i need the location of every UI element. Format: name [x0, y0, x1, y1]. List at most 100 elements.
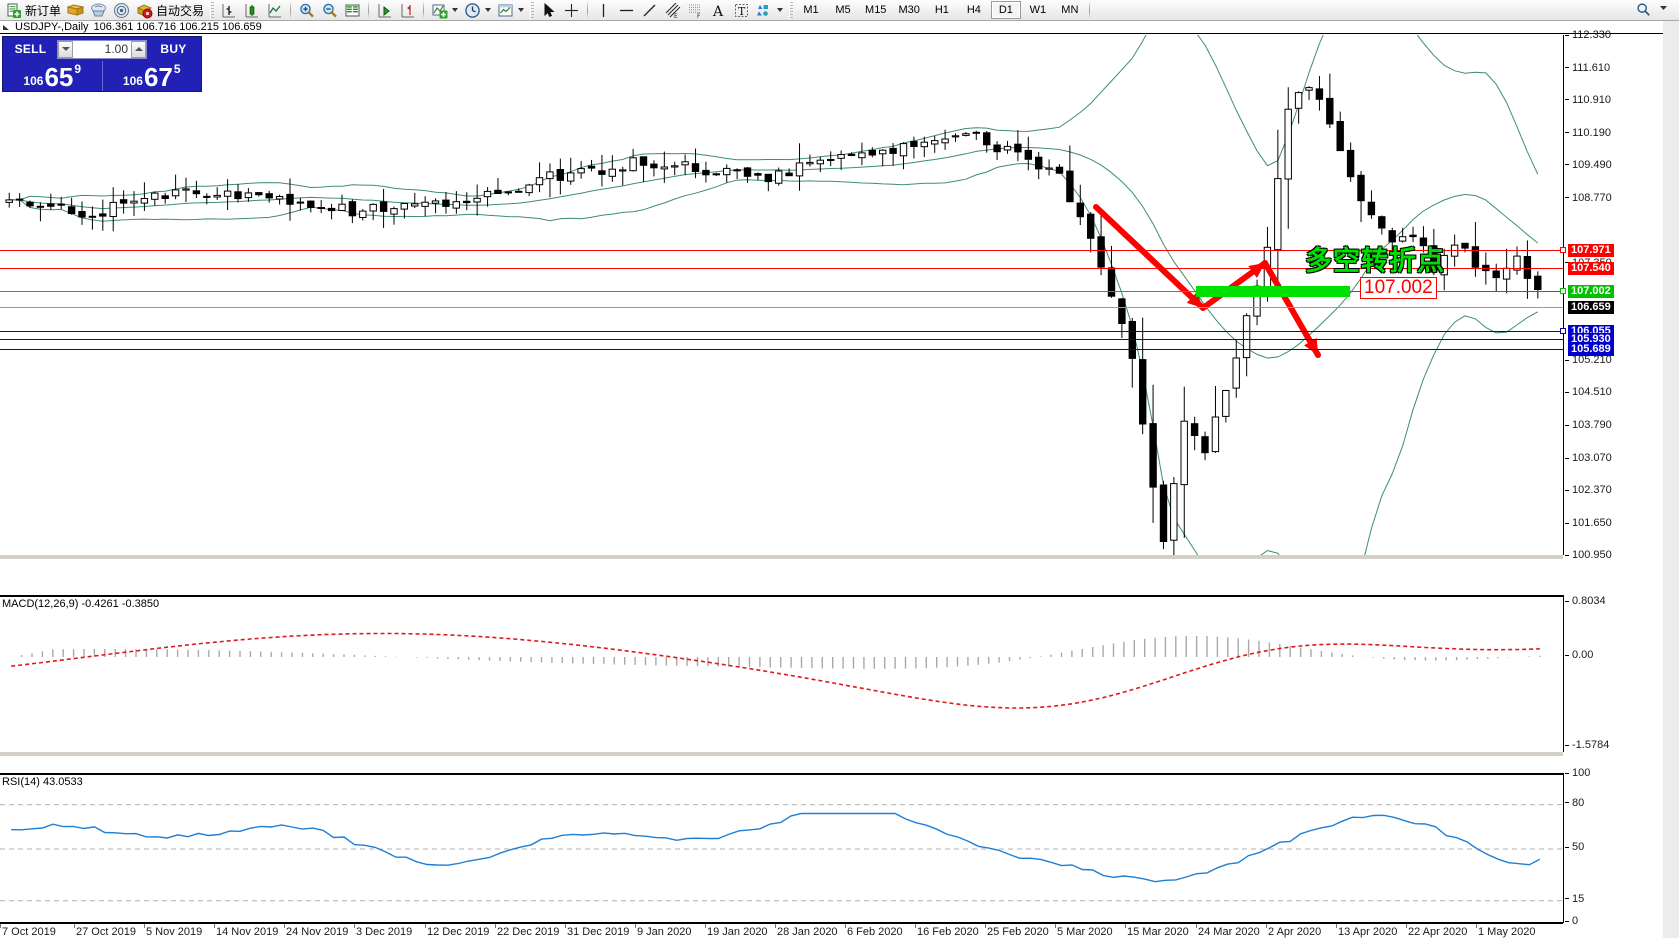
bar-chart-button[interactable]: [217, 1, 240, 20]
horizontal-line-button[interactable]: [615, 1, 638, 20]
timeframe-m30[interactable]: M30: [898, 4, 920, 16]
price-tag-105.689[interactable]: 105.689: [1568, 343, 1614, 356]
lot-size-stepper[interactable]: 1.00: [57, 39, 147, 59]
collapse-arrow-icon[interactable]: [2, 23, 10, 31]
price-line-handle-107.002[interactable]: [1560, 288, 1566, 294]
time-tick-mark: [354, 924, 355, 928]
candle-chart-button[interactable]: [240, 1, 263, 20]
candle-body: [671, 165, 679, 168]
lot-increment-button[interactable]: [131, 40, 146, 58]
text-button[interactable]: A: [707, 1, 730, 20]
level-price-label[interactable]: 107.002: [1360, 277, 1437, 299]
chart-shift-button[interactable]: [396, 1, 419, 20]
sell-button[interactable]: SELL: [14, 42, 47, 56]
timeframe-m1[interactable]: M1: [803, 4, 819, 16]
tile-windows-button[interactable]: [341, 1, 364, 20]
timeframe-h1[interactable]: H1: [934, 4, 949, 16]
lot-size-input[interactable]: 1.00: [104, 42, 128, 56]
support-zone-rectangle[interactable]: [1196, 286, 1350, 297]
price-tag-105.930[interactable]: 105.930: [1568, 333, 1614, 346]
candle-body: [754, 173, 762, 176]
time-tick-mark: [1266, 924, 1267, 928]
candle-body: [140, 198, 149, 204]
time-label-8: 31 Dec 2019: [567, 926, 630, 938]
time-tick-mark: [425, 924, 426, 928]
price-tag-106.659[interactable]: 106.659: [1568, 301, 1614, 314]
indicators-button[interactable]: [428, 1, 461, 20]
forecast-arrow-head-1: [1248, 263, 1265, 278]
time-tick-mark: [284, 924, 285, 928]
price-tag-107.002[interactable]: 107.002: [1568, 285, 1614, 298]
price-line-107.540[interactable]: [0, 268, 1563, 269]
sell-price[interactable]: 106 65 9: [3, 61, 102, 91]
timeframe-w1[interactable]: W1: [1029, 4, 1047, 16]
timeframe-h4[interactable]: H4: [966, 4, 981, 16]
time-tick-mark: [1196, 924, 1197, 928]
price-line-106.055[interactable]: [0, 331, 1563, 332]
candle-body: [712, 173, 720, 176]
timeframe-d1[interactable]: D1: [990, 1, 1021, 19]
price-line-107.002[interactable]: [0, 291, 1563, 292]
vertical-line-button[interactable]: [592, 1, 615, 20]
fibonacci-button[interactable]: F: [684, 1, 707, 20]
templates-button[interactable]: [494, 1, 527, 20]
price-line-handle-106.055[interactable]: [1560, 328, 1566, 334]
crosshair-button[interactable]: [560, 1, 583, 20]
candle-body: [78, 211, 86, 218]
data-window-button[interactable]: [87, 1, 110, 20]
buy-button[interactable]: BUY: [160, 42, 187, 56]
price-line-handle-107.971[interactable]: [1560, 247, 1566, 253]
candle-body: [463, 200, 471, 204]
candle-body: [296, 201, 305, 204]
price-axis[interactable]: 112.330 111.610 110.910 110.190 109.490 108.7…: [1560, 29, 1679, 561]
new-order-button[interactable]: 新订单: [2, 1, 64, 20]
line-chart-button[interactable]: [263, 1, 286, 20]
price-line-107.971[interactable]: [0, 250, 1563, 251]
trendline-button[interactable]: [638, 1, 661, 20]
candle-body: [223, 190, 232, 197]
zoom-in-button[interactable]: [295, 1, 318, 20]
equidistant-channel-button[interactable]: E: [661, 1, 684, 20]
price-line-105.689[interactable]: [0, 349, 1563, 350]
zoom-out-button[interactable]: [318, 1, 341, 20]
indicators-caret-icon[interactable]: [452, 8, 459, 12]
timeframe-m5[interactable]: M5: [835, 4, 851, 16]
timeframe-mn[interactable]: MN: [1061, 4, 1079, 16]
time-tick-mark: [144, 924, 145, 928]
rsi-axis[interactable]: 100 80 50 15 0: [1563, 767, 1679, 927]
timeframe-m15[interactable]: M15: [865, 4, 887, 16]
periods-caret-icon[interactable]: [485, 8, 492, 12]
shapes-caret-icon[interactable]: [777, 8, 784, 12]
macd-axis[interactable]: 0.8034 0.00 -1.5784: [1563, 595, 1679, 752]
auto-scroll-button[interactable]: [373, 1, 396, 20]
navigator-button[interactable]: [110, 1, 133, 20]
one-click-trading-panel[interactable]: SELL 1.00 BUY 106 65 9 106 67 5: [2, 36, 202, 92]
price-tag-107.971[interactable]: 107.971: [1568, 244, 1614, 257]
buy-price[interactable]: 106 67 5: [101, 61, 202, 91]
macd-tick-0: 0.8034: [1565, 595, 1606, 607]
price-line-106.659[interactable]: [0, 307, 1563, 308]
profiles-button[interactable]: [64, 1, 87, 20]
turning-point-annotation[interactable]: 多空转折点: [1305, 246, 1445, 277]
price-line-105.930[interactable]: [0, 339, 1563, 340]
search-icon[interactable]: [1636, 2, 1653, 19]
time-axis[interactable]: 7 Oct 2019 27 Oct 2019 5 Nov 2019 14 Nov 20…: [0, 923, 1563, 939]
auto-trading-button[interactable]: 自动交易: [133, 1, 207, 20]
candle-body: [161, 195, 169, 200]
chevron-down-icon[interactable]: [1658, 2, 1675, 19]
price-tag-107.540[interactable]: 107.540: [1568, 262, 1614, 275]
macd-pane[interactable]: MACD(12,26,9) -0.4261 -0.3850: [0, 595, 1563, 752]
text-label-button[interactable]: T: [730, 1, 753, 20]
candle-body: [691, 163, 700, 172]
templates-caret-icon[interactable]: [518, 8, 525, 12]
rsi-pane[interactable]: RSI(14) 43.0533: [0, 773, 1563, 923]
candle-body: [920, 141, 928, 148]
shapes-button[interactable]: [753, 1, 786, 20]
candle-body: [858, 152, 866, 159]
periods-button[interactable]: [461, 1, 494, 20]
lot-decrement-button[interactable]: [58, 40, 73, 58]
pane-separator-2[interactable]: [0, 752, 1563, 756]
pane-separator-1[interactable]: [0, 555, 1563, 559]
candle-body: [577, 168, 585, 174]
cursor-button[interactable]: [537, 1, 560, 20]
